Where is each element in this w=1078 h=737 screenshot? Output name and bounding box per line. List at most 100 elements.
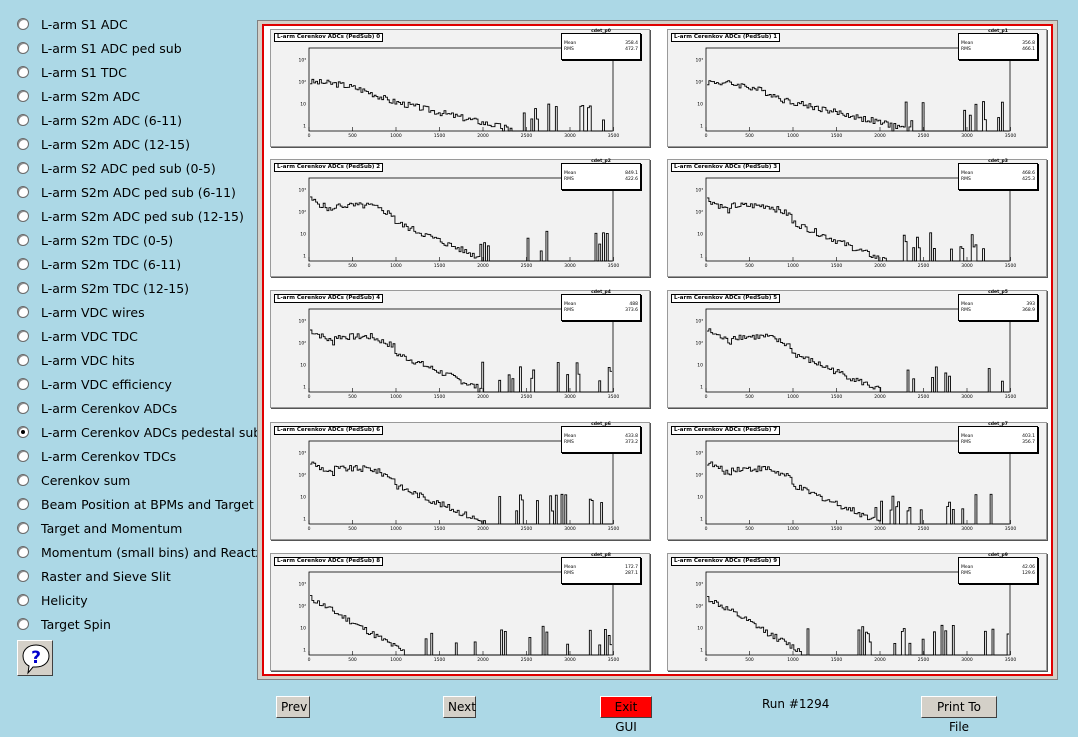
y-tick-label: 1 <box>303 124 306 130</box>
radio-button[interactable] <box>17 498 29 510</box>
radio-item[interactable]: L-arm Cerenkov ADCs pedestal sub <box>14 420 261 444</box>
radio-item[interactable]: Raster and Sieve Slit <box>14 564 254 588</box>
x-tick-label: 3000 <box>961 263 973 269</box>
radio-button[interactable] <box>17 18 29 30</box>
radio-item[interactable]: Cerenkov sum <box>14 468 254 492</box>
radio-button[interactable] <box>17 42 29 54</box>
histogram-plot: 0 500 1000 1500 2000 2500 3000 3500 1 10 10² 10³ <box>298 440 619 532</box>
stats-rms-value: 466.1 <box>1022 47 1035 52</box>
histogram-pad[interactable]: 0 500 1000 1500 2000 2500 3000 3500 1 10 10² 10³ L-a… <box>270 422 650 540</box>
y-tick-label: 10 <box>300 232 306 238</box>
radio-item[interactable]: L-arm S1 TDC <box>14 60 254 84</box>
radio-label: L-arm S1 ADC <box>41 16 128 32</box>
radio-button[interactable] <box>17 258 29 270</box>
radio-button[interactable] <box>17 402 29 414</box>
radio-item[interactable]: L-arm S1 ADC ped sub <box>14 36 254 60</box>
radio-item[interactable]: L-arm S2m ADC ped sub (6-11) <box>14 180 254 204</box>
stats-rms-value: 129.6 <box>1022 571 1035 576</box>
x-tick-label: 1500 <box>434 526 446 532</box>
exit-gui-button[interactable]: Exit GUI <box>600 696 652 734</box>
radio-button[interactable] <box>17 162 29 174</box>
stats-box: cdet_p7 Mean 403.1 RMS 356.7 <box>958 422 1038 453</box>
radio-item[interactable]: Target and Momentum <box>14 516 254 540</box>
stats-box: cdet_p0 Mean 358.4 RMS 472.7 <box>561 29 641 60</box>
radio-button[interactable] <box>17 450 29 462</box>
radio-button[interactable] <box>17 474 29 486</box>
radio-item[interactable]: Beam Position at BPMs and Target <box>14 492 254 516</box>
radio-item[interactable]: L-arm S2m ADC ped sub (12-15) <box>14 204 254 228</box>
radio-item[interactable]: L-arm S2m ADC (6-11) <box>14 108 254 132</box>
radio-button[interactable] <box>17 522 29 534</box>
radio-button[interactable] <box>17 66 29 78</box>
x-tick-label: 3500 <box>1005 657 1017 663</box>
x-tick-label: 1500 <box>434 657 446 663</box>
radio-item[interactable]: L-arm S2 ADC ped sub (0-5) <box>14 156 254 180</box>
radio-button[interactable] <box>17 354 29 366</box>
histogram-pad[interactable]: 0 500 1000 1500 2000 2500 3000 3500 1 10 10² 10³ L-a… <box>667 159 1047 277</box>
x-tick-label: 2500 <box>521 526 533 532</box>
radio-button[interactable] <box>17 378 29 390</box>
histogram-pad[interactable]: 0 500 1000 1500 2000 2500 3000 3500 1 10 10² 10³ L-a… <box>270 29 650 147</box>
x-tick-label: 2000 <box>477 657 489 663</box>
print-to-file-button[interactable]: Print To File <box>921 696 997 734</box>
histogram-pad[interactable]: 0 500 1000 1500 2000 2500 3000 3500 1 10 10² 10³ L-a… <box>270 290 650 408</box>
help-button[interactable]: ? <box>17 640 53 676</box>
radio-button[interactable] <box>17 546 29 558</box>
stats-mean-value: 393 <box>1026 302 1035 307</box>
histogram-pad[interactable]: 0 500 1000 1500 2000 2500 3000 3500 1 10 10² 10³ L-a… <box>667 29 1047 147</box>
x-tick-label: 3000 <box>564 526 576 532</box>
radio-item[interactable]: Target Spin <box>14 612 254 636</box>
stats-rms-value: 356.7 <box>1022 440 1035 445</box>
radio-item[interactable]: L-arm S1 ADC <box>14 12 254 36</box>
radio-item[interactable]: L-arm S2m TDC (12-15) <box>14 276 254 300</box>
radio-item[interactable]: L-arm Cerenkov TDCs <box>14 444 254 468</box>
radio-item[interactable]: Momentum (small bins) and Reactz <box>14 540 262 564</box>
radio-button[interactable] <box>17 234 29 246</box>
y-tick-label: 1 <box>700 124 703 130</box>
radio-button[interactable] <box>17 282 29 294</box>
histogram-pad[interactable]: 0 500 1000 1500 2000 2500 3000 3500 1 10 10² 10³ L-a… <box>667 553 1047 671</box>
stats-mean-label: Mean <box>961 171 974 176</box>
x-tick-label: 2500 <box>918 133 930 139</box>
radio-item[interactable]: L-arm VDC TDC <box>14 324 254 348</box>
radio-label: Target Spin <box>41 616 111 632</box>
histogram-pad[interactable]: 0 500 1000 1500 2000 2500 3000 3500 1 10 10² 10³ L-a… <box>667 422 1047 540</box>
radio-item[interactable]: L-arm S2m TDC (6-11) <box>14 252 254 276</box>
radio-item[interactable]: L-arm VDC efficiency <box>14 372 254 396</box>
histogram-line <box>310 196 612 262</box>
radio-item[interactable]: L-arm VDC wires <box>14 300 254 324</box>
radio-button[interactable] <box>17 330 29 342</box>
histogram-pad[interactable]: 0 500 1000 1500 2000 2500 3000 3500 1 10 10² 10³ L-a… <box>270 159 650 277</box>
histogram-pad[interactable]: 0 500 1000 1500 2000 2500 3000 3500 1 10 10² 10³ L-a… <box>270 553 650 671</box>
prev-button[interactable]: Prev <box>276 696 310 718</box>
x-tick-label: 500 <box>745 263 754 269</box>
radio-button[interactable] <box>17 618 29 630</box>
radio-item[interactable]: L-arm Cerenkov ADCs <box>14 396 254 420</box>
radio-button[interactable] <box>17 570 29 582</box>
radio-item[interactable]: L-arm S2m TDC (0-5) <box>14 228 254 252</box>
x-tick-label: 0 <box>705 657 708 663</box>
stats-rms-row: RMS 425.3 <box>959 177 1037 183</box>
stats-mean-value: 356.8 <box>1022 41 1035 46</box>
radio-button[interactable] <box>17 306 29 318</box>
radio-item[interactable]: Helicity <box>14 588 254 612</box>
stats-histogram-name: cdet_p3 <box>988 159 1008 164</box>
x-tick-label: 3000 <box>961 394 973 400</box>
radio-button[interactable] <box>17 114 29 126</box>
radio-button[interactable] <box>17 594 29 606</box>
y-tick-label: 10³ <box>695 58 703 64</box>
radio-button[interactable] <box>17 90 29 102</box>
next-button[interactable]: Next <box>443 696 476 718</box>
stats-box: cdet_p5 Mean 393 RMS 368.9 <box>958 290 1038 321</box>
histogram-pad[interactable]: 0 500 1000 1500 2000 2500 3000 3500 1 10 10² 10³ L-a… <box>667 290 1047 408</box>
stats-rms-label: RMS <box>564 571 574 576</box>
radio-item[interactable]: L-arm S2m ADC <box>14 84 254 108</box>
radio-item[interactable]: L-arm VDC hits <box>14 348 254 372</box>
radio-button[interactable] <box>17 426 29 438</box>
radio-button[interactable] <box>17 138 29 150</box>
radio-item[interactable]: L-arm S2m ADC (12-15) <box>14 132 254 156</box>
radio-button[interactable] <box>17 210 29 222</box>
radio-button[interactable] <box>17 186 29 198</box>
x-tick-label: 3500 <box>1005 394 1017 400</box>
x-tick-label: 3000 <box>961 657 973 663</box>
